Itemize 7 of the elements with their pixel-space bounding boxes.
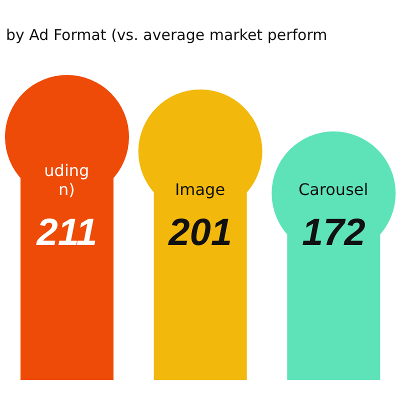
data-label: 201 [168, 212, 232, 254]
data-label: 211 [36, 212, 98, 254]
text: by Ad Format (vs. average market perform [6, 26, 328, 44]
category-label: Image [174, 180, 226, 199]
category-label: uding n) [44, 161, 90, 199]
data-label: 172 [302, 212, 366, 254]
category-label: Carousel [298, 180, 368, 199]
